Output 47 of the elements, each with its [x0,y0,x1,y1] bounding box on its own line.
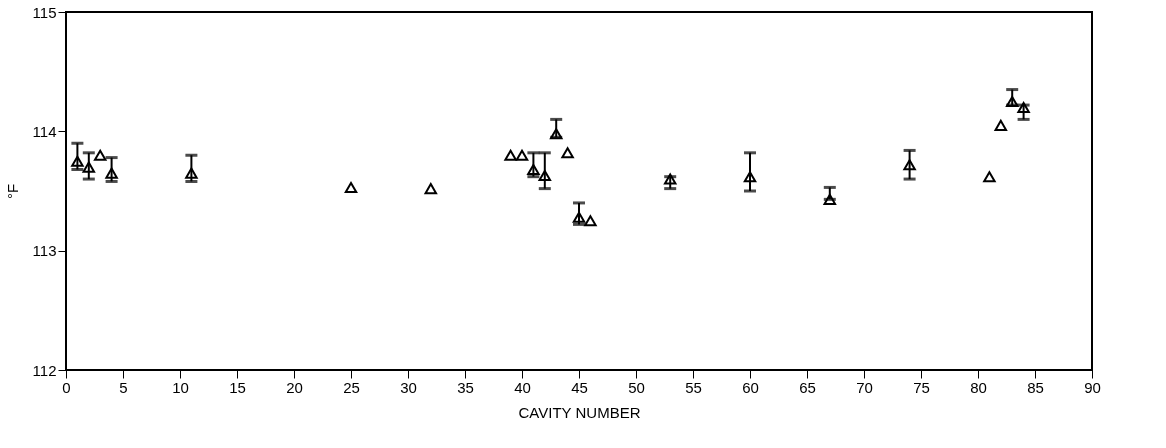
x-tick-label: 60 [742,378,759,396]
point [515,149,529,161]
y-axis-title: °F [3,183,21,200]
point [1017,101,1030,114]
x-tick-label: 75 [913,378,930,396]
point [527,163,540,176]
point [823,193,837,205]
x-tick-label: 65 [799,378,816,396]
point [549,128,563,140]
y-tick-label: 112 [32,361,57,379]
x-tick-label: 70 [856,378,873,396]
point [504,149,517,161]
point [561,147,574,159]
x-tick-label: 15 [229,378,246,396]
point [538,169,552,182]
x-tick-label: 25 [343,378,360,396]
x-tick-label: 90 [1084,378,1101,396]
point [743,171,757,183]
point [344,181,358,193]
x-tick-label: 20 [286,378,303,396]
point [572,211,586,223]
point [82,161,96,173]
x-tick-label: 0 [62,378,71,396]
x-tick-label: 5 [119,378,128,396]
x-tick-label: 55 [685,378,702,396]
point [71,155,84,167]
y-tick-label: 115 [32,3,57,21]
x-tick-label: 40 [514,378,531,396]
x-tick-label: 35 [457,378,474,396]
point [424,183,438,195]
point [663,173,677,185]
x-tick-label: 10 [172,378,189,396]
point [983,171,996,183]
y-tick-label: 114 [32,122,57,140]
x-tick-label: 45 [571,378,588,396]
point [584,215,597,227]
point [185,167,198,179]
point [994,119,1008,131]
y-tick-label: 113 [32,242,57,260]
point [903,159,916,171]
x-tick-label: 85 [1027,378,1044,396]
x-tick-label: 80 [970,378,987,396]
point [105,167,118,179]
x-tick-label: 50 [628,378,645,396]
x-axis-title: CAVITY NUMBER [518,403,641,421]
x-tick-label: 30 [400,378,417,396]
point [93,149,107,161]
